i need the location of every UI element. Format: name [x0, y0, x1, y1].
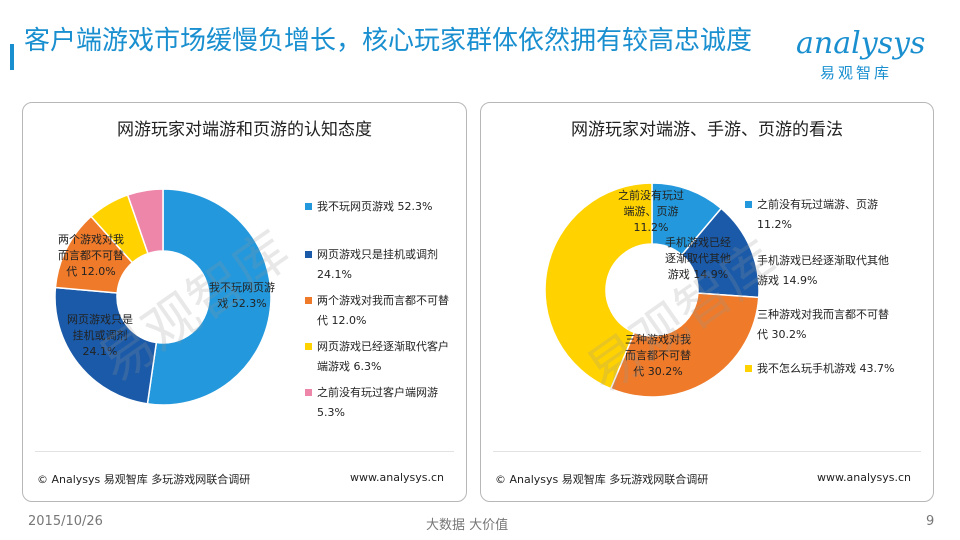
pie-slice	[609, 292, 760, 398]
legend-swatch	[305, 251, 312, 258]
pie-slice	[54, 286, 158, 405]
page-title: 客户端游戏市场缓慢负增长，核心玩家群体依然拥有较高忠诚度	[24, 26, 753, 56]
footer-source-left: © Analysys 易观智库 多玩游戏网联合调研	[37, 473, 251, 486]
slice-data-label: 网页游戏只是挂机或调剂 24.1%	[67, 313, 133, 358]
logo-wordmark: analysys	[796, 26, 926, 61]
analysys-logo: analysys 易观智库	[796, 26, 936, 82]
legend-swatch	[745, 257, 752, 264]
logo-subtitle: 易观智库	[820, 64, 893, 82]
legend-label: 我不怎么玩手机游戏 43.7%	[757, 362, 895, 375]
legend-label: 两个游戏对我而言都不可替代 12.0%	[317, 294, 449, 327]
legend-label: 之前没有玩过客户端网游 5.3%	[317, 386, 438, 419]
slice-data-label: 之前没有玩过端游、页游 11.2%	[618, 188, 684, 234]
legend-label: 我不玩网页游戏 52.3%	[317, 200, 433, 213]
slice-data-label: 两个游戏对我而言都不可替代 12.0%	[58, 232, 124, 278]
legend-label: 网页游戏已经逐渐取代客户 端游戏 6.3%	[317, 340, 449, 373]
legend-swatch	[305, 343, 312, 350]
legend-label: 之前没有玩过端游、页游 11.2%	[757, 198, 878, 231]
legend-swatch	[745, 201, 752, 208]
legend-swatch	[745, 311, 752, 318]
legend-swatch	[305, 203, 312, 210]
footer-url-right: www.analysys.cn	[817, 471, 911, 484]
chart-title-right: 网游玩家对端游、手游、页游的看法	[571, 120, 843, 140]
chart-title-left: 网游玩家对端游和页游的认知态度	[117, 120, 372, 140]
pie-slice	[544, 182, 653, 390]
chart-panel-right: 网游玩家对端游、手游、页游的看法 之前没有玩过端游、页游 11.2% 手机游戏已经逐…	[480, 102, 934, 502]
legend-swatch	[305, 297, 312, 304]
footer-source-right: © Analysys 易观智库 多玩游戏网联合调研	[495, 473, 709, 486]
slice-data-label: 我不玩网页游戏 52.3%	[209, 281, 275, 310]
legend-swatch	[305, 389, 312, 396]
page-number: 9	[926, 514, 935, 529]
donut-chart-right: 之前没有玩过端游、页游 11.2%手机游戏已经逐渐取代其他游戏 14.9% 三种游戏…	[544, 182, 760, 398]
footer-date: 2015/10/26	[28, 514, 103, 529]
footer-url-left: www.analysys.cn	[350, 471, 444, 484]
pie-slice	[146, 188, 272, 406]
chart-panel-left: 网游玩家对端游和页游的认知态度 我不玩网页游戏 52.3% 网页游戏只是挂机或调剂…	[22, 102, 467, 502]
footer-divider-right	[493, 451, 921, 452]
footer-divider-left	[35, 451, 454, 452]
donut-chart-left: 我不玩网页游戏 52.3% 网页游戏只是挂机或调剂 24.1% 两个游戏对我而言都不可…	[54, 188, 275, 406]
pie-slice	[126, 188, 164, 255]
legend-label: 手机游戏已经逐渐取代其他 游戏 14.9%	[757, 254, 889, 287]
footer-slogan: 大数据 大价值	[426, 518, 509, 533]
legend-swatch	[745, 365, 752, 372]
legend-label: 三种游戏对我而言都不可替代 30.2%	[757, 308, 889, 341]
title-accent-bar	[10, 44, 14, 70]
slice-data-label: 三种游戏对我而言都不可替代 30.2%	[625, 332, 691, 378]
legend-label: 网页游戏只是挂机或调剂 24.1%	[317, 248, 438, 281]
slice-data-label: 手机游戏已经逐渐取代其他游戏 14.9%	[665, 235, 731, 281]
